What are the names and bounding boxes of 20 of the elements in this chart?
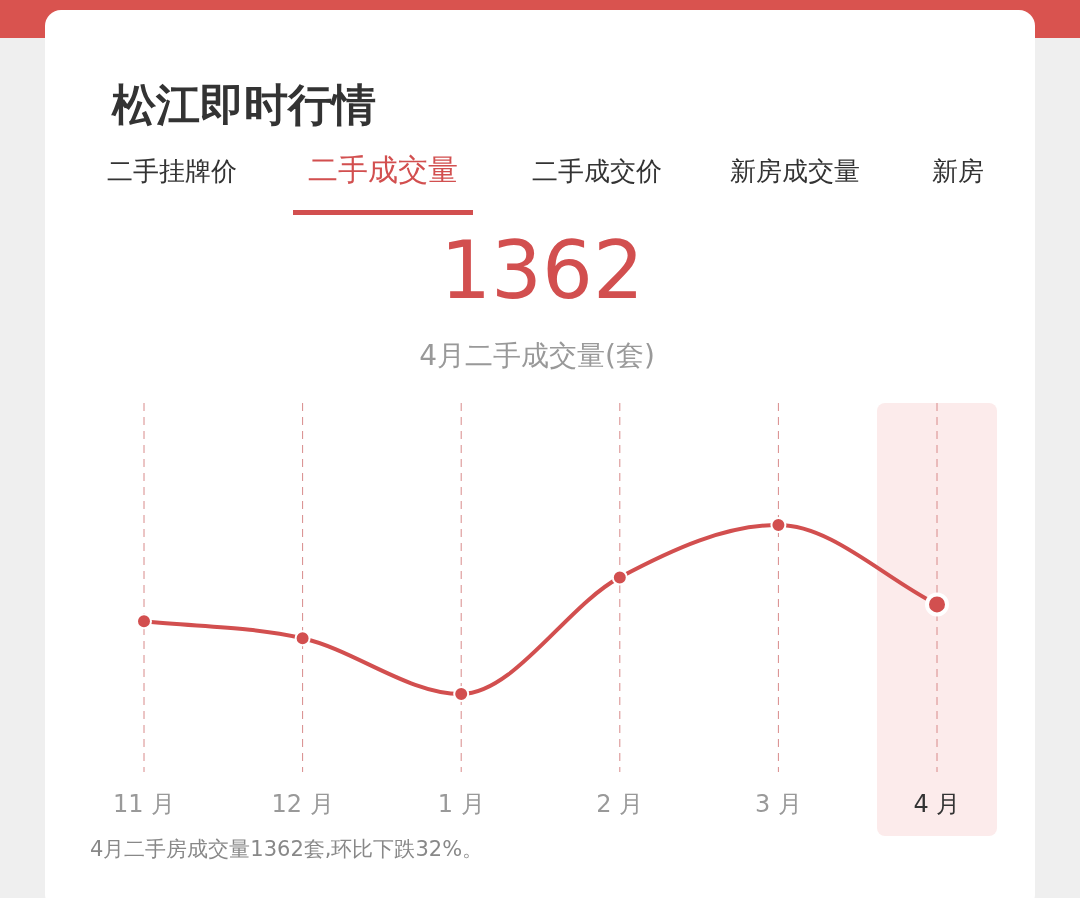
x-tick-label: 1 月 bbox=[437, 790, 485, 818]
text: 新房 bbox=[932, 156, 984, 186]
x-tick-label: 12 月 bbox=[271, 790, 334, 818]
x-tick-label: 3 月 bbox=[754, 790, 802, 818]
text: 新房成交量 bbox=[730, 156, 860, 186]
point bbox=[453, 686, 470, 702]
text: 4月二手房成交量1362套,环比下跌32%。 bbox=[90, 837, 484, 861]
text: 4月二手成交量(套) bbox=[419, 339, 655, 372]
x-tick-label: 11 月 bbox=[112, 790, 176, 818]
text: 1362 bbox=[440, 224, 644, 317]
text: 二手成交量 bbox=[308, 152, 458, 187]
point bbox=[136, 613, 152, 630]
text: 二手挂牌价 bbox=[107, 156, 237, 186]
point bbox=[611, 569, 628, 586]
x-tick-label: 4 月 bbox=[913, 790, 961, 818]
text: 二手成交价 bbox=[532, 156, 662, 186]
point bbox=[770, 517, 787, 533]
x-tick-label: 2 月 bbox=[596, 790, 644, 818]
chart-title: 松江即时行情 bbox=[111, 79, 376, 130]
point bbox=[294, 630, 311, 647]
